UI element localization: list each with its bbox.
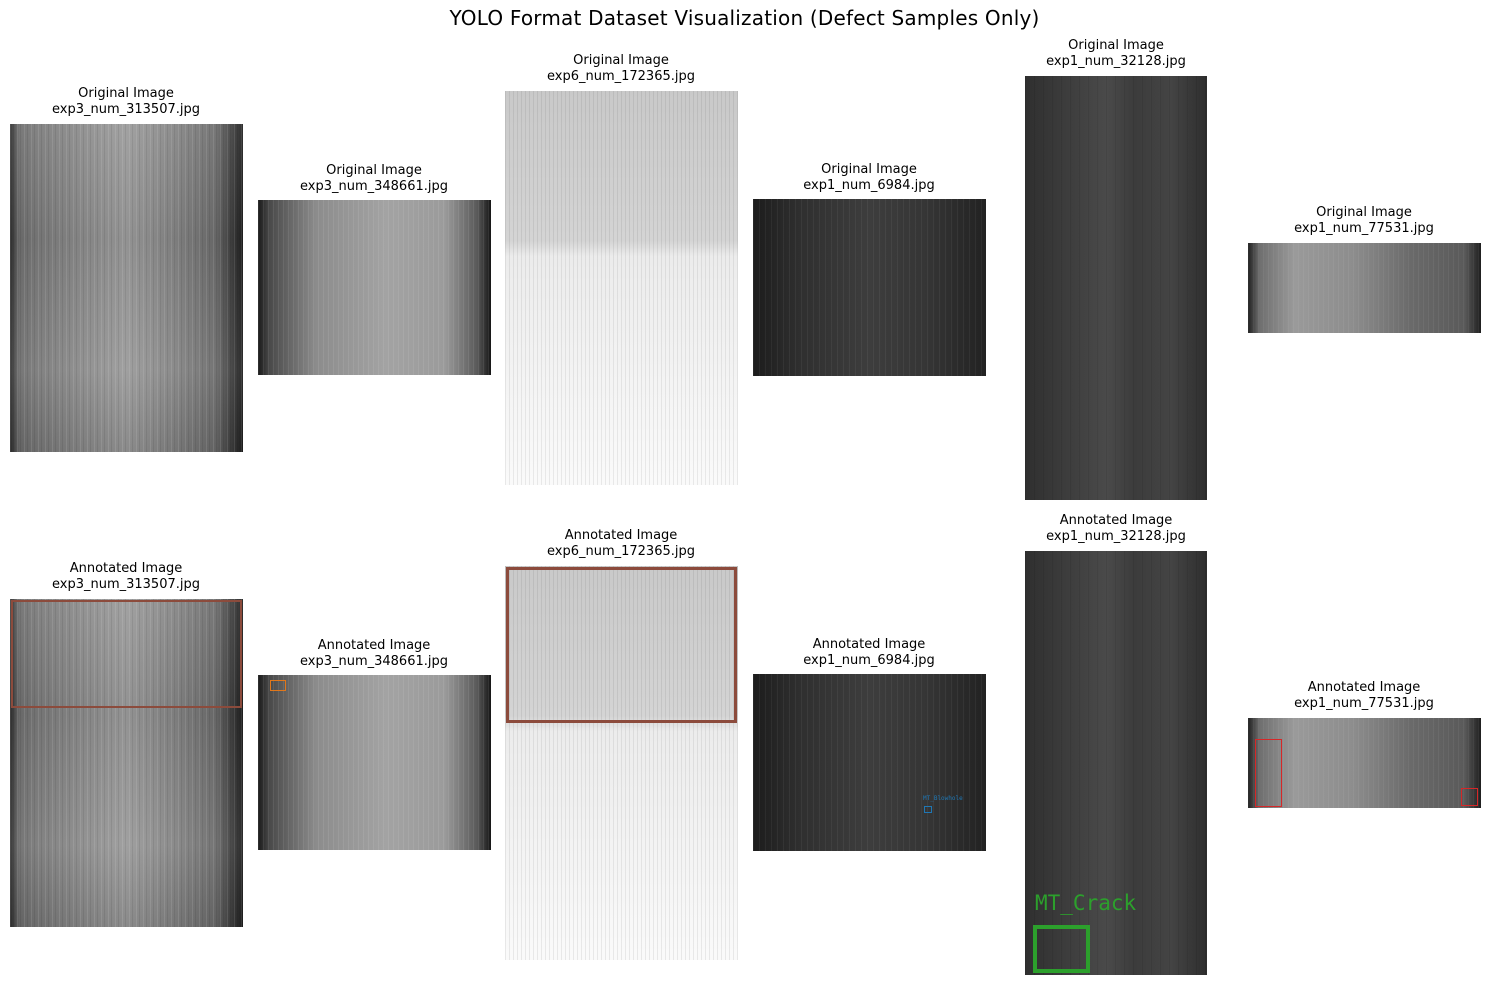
steel-surface-texture xyxy=(10,599,243,927)
panel-caption-filename: exp6_num_172365.jpg xyxy=(546,544,695,559)
panel-caption-original-4: Original Image exp1_num_6984.jpg xyxy=(739,162,999,194)
annotated-image-3 xyxy=(505,566,738,960)
steel-surface-texture xyxy=(258,675,491,850)
bounding-box xyxy=(270,680,286,691)
panel-caption-label: Annotated Image xyxy=(812,637,926,652)
original-image-3 xyxy=(505,91,738,485)
panel-caption-label: Annotated Image xyxy=(1059,513,1173,528)
panel-caption-filename: exp1_num_77531.jpg xyxy=(1294,221,1434,236)
panel-caption-original-5: Original Image exp1_num_32128.jpg xyxy=(986,38,1246,70)
original-image-5 xyxy=(1025,76,1207,500)
annotated-image-4: MT_Blowhole xyxy=(753,674,986,851)
bounding-box xyxy=(1255,739,1282,807)
panel-caption-label: Annotated Image xyxy=(1307,680,1421,695)
original-image-4 xyxy=(753,199,986,376)
panel-caption-annotated-6: Annotated Image exp1_num_77531.jpg xyxy=(1234,680,1489,712)
panel-caption-filename: exp1_num_6984.jpg xyxy=(803,653,935,668)
steel-surface-texture xyxy=(505,91,738,485)
bounding-box xyxy=(1461,788,1478,806)
panel-caption-original-1: Original Image exp3_num_313507.jpg xyxy=(0,86,256,118)
steel-surface-texture xyxy=(1248,243,1481,333)
annotated-image-5: MT_Crack xyxy=(1025,551,1207,975)
panel-caption-filename: exp3_num_313507.jpg xyxy=(51,577,200,592)
panel-caption-label: Original Image xyxy=(1068,38,1164,53)
panel-caption-label: Annotated Image xyxy=(317,638,431,653)
panel-caption-label: Original Image xyxy=(1316,205,1412,220)
panel-caption-annotated-4: Annotated Image exp1_num_6984.jpg xyxy=(739,637,999,669)
bounding-box xyxy=(506,567,737,723)
panel-caption-label: Original Image xyxy=(326,163,422,178)
panel-caption-annotated-1: Annotated Image exp3_num_313507.jpg xyxy=(0,561,256,593)
annotated-image-1 xyxy=(10,599,243,927)
panel-caption-annotated-2: Annotated Image exp3_num_348661.jpg xyxy=(244,638,504,670)
steel-surface-texture xyxy=(505,566,738,960)
panel-caption-filename: exp1_num_77531.jpg xyxy=(1294,696,1434,711)
bounding-box-label: MT_Crack xyxy=(1035,891,1137,915)
bounding-box-label: MT_Blowhole xyxy=(923,795,963,802)
steel-surface-texture xyxy=(1025,551,1207,975)
steel-surface-texture xyxy=(10,124,243,452)
panel-caption-filename: exp1_num_32128.jpg xyxy=(1046,529,1186,544)
panel-caption-filename: exp1_num_6984.jpg xyxy=(803,178,935,193)
panel-caption-original-6: Original Image exp1_num_77531.jpg xyxy=(1234,205,1489,237)
panel-caption-annotated-5: Annotated Image exp1_num_32128.jpg xyxy=(986,513,1246,545)
panel-caption-filename: exp3_num_348661.jpg xyxy=(299,179,448,194)
panel-caption-label: Annotated Image xyxy=(69,561,183,576)
panel-caption-label: Original Image xyxy=(78,86,174,101)
panel-caption-label: Annotated Image xyxy=(564,528,678,543)
original-image-2 xyxy=(258,200,491,375)
bounding-box xyxy=(924,806,932,813)
panel-caption-filename: exp3_num_348661.jpg xyxy=(299,654,448,669)
steel-surface-texture xyxy=(753,199,986,376)
panel-caption-original-3: Original Image exp6_num_172365.jpg xyxy=(491,53,751,85)
annotated-image-6 xyxy=(1248,718,1481,808)
steel-surface-texture xyxy=(258,200,491,375)
panel-caption-label: Original Image xyxy=(821,162,917,177)
panel-caption-label: Original Image xyxy=(573,53,669,68)
panel-caption-filename: exp1_num_32128.jpg xyxy=(1046,54,1186,69)
panel-caption-original-2: Original Image exp3_num_348661.jpg xyxy=(244,163,504,195)
panel-caption-filename: exp3_num_313507.jpg xyxy=(51,102,200,117)
panel-caption-annotated-3: Annotated Image exp6_num_172365.jpg xyxy=(491,528,751,560)
bounding-box xyxy=(11,600,242,708)
panel-caption-filename: exp6_num_172365.jpg xyxy=(546,69,695,84)
figure-title: YOLO Format Dataset Visualization (Defec… xyxy=(449,6,1040,30)
annotated-image-2 xyxy=(258,675,491,850)
steel-surface-texture xyxy=(753,674,986,851)
bounding-box xyxy=(1033,925,1090,973)
steel-surface-texture xyxy=(1025,76,1207,500)
original-image-6 xyxy=(1248,243,1481,333)
steel-surface-texture xyxy=(1248,718,1481,808)
original-image-1 xyxy=(10,124,243,452)
